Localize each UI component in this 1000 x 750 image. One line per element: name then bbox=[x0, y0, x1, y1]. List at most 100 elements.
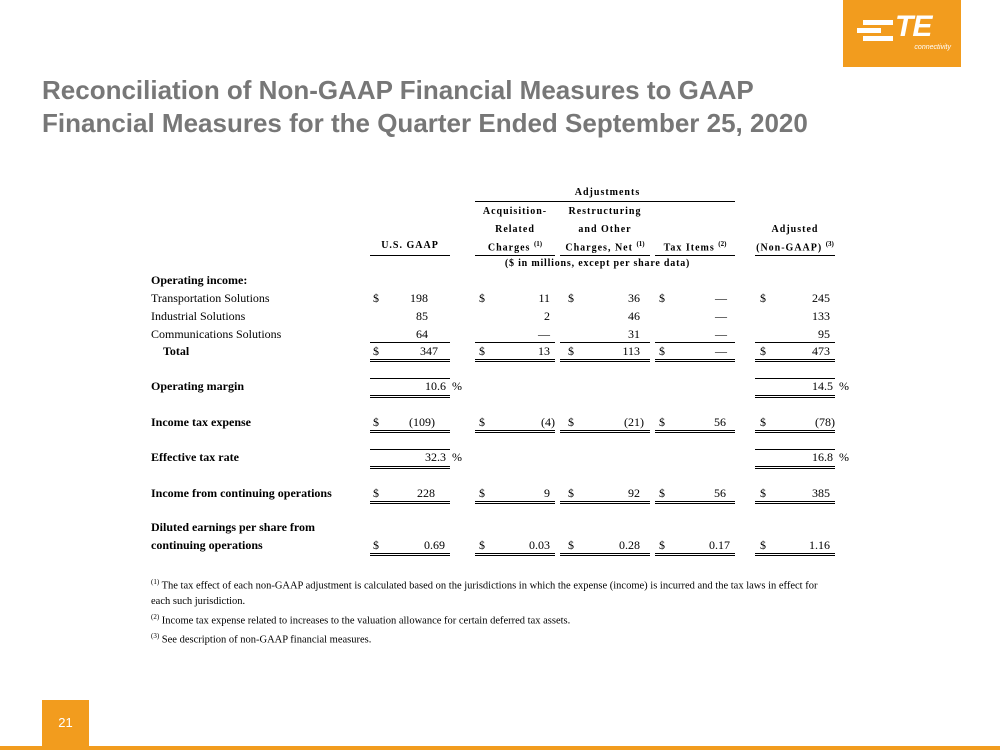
cell-adjusted: 245 bbox=[812, 291, 830, 305]
dollar-sign: $ bbox=[373, 538, 379, 552]
top-line bbox=[755, 449, 835, 450]
cell-tax: — bbox=[715, 291, 727, 305]
page-title-line-2: Financial Measures for the Quarter Ended… bbox=[42, 108, 808, 138]
label-operating-income: Operating income: bbox=[151, 273, 248, 287]
dollar-sign: $ bbox=[760, 344, 766, 358]
cell-res: 36 bbox=[628, 291, 640, 305]
col-res-underline bbox=[560, 255, 650, 256]
double-line bbox=[755, 430, 835, 433]
cell-acq: — bbox=[538, 327, 550, 341]
cell-res: 0.28 bbox=[619, 538, 640, 552]
double-line bbox=[560, 501, 650, 504]
top-line bbox=[370, 449, 450, 450]
row-label: continuing operations bbox=[151, 538, 263, 552]
dollar-sign: $ bbox=[373, 415, 379, 429]
row-label: Income tax expense bbox=[151, 415, 251, 429]
double-line bbox=[370, 430, 450, 433]
double-line bbox=[560, 430, 650, 433]
page-title-line-1: Reconciliation of Non-GAAP Financial Mea… bbox=[42, 75, 754, 105]
dollar-sign: $ bbox=[479, 291, 485, 305]
cell-tax: — bbox=[715, 344, 727, 358]
cell-adjusted: (78) bbox=[815, 415, 835, 429]
cell-tax: 56 bbox=[714, 415, 726, 429]
total-double-line bbox=[655, 359, 735, 362]
logo-subtext: connectivity bbox=[914, 44, 951, 51]
percent-sign: % bbox=[452, 379, 462, 393]
te-connectivity-logo: TE connectivity bbox=[843, 0, 961, 67]
cell-acq: 11 bbox=[538, 291, 550, 305]
top-line bbox=[370, 378, 450, 379]
cell-res: (21) bbox=[624, 415, 644, 429]
footnote-3: (3) See description of non-GAAP financia… bbox=[151, 632, 372, 646]
header-adjusted-line1: Adjusted bbox=[771, 224, 819, 235]
double-line bbox=[475, 430, 555, 433]
dollar-sign: $ bbox=[568, 291, 574, 305]
dollar-sign: $ bbox=[659, 415, 665, 429]
double-line bbox=[655, 501, 735, 504]
subtotal-line bbox=[655, 342, 735, 343]
double-line bbox=[370, 395, 450, 398]
header-res-line2: and Other bbox=[578, 224, 632, 235]
row-label: Operating margin bbox=[151, 379, 244, 393]
cell-gaap: 347 bbox=[420, 344, 438, 358]
dollar-sign: $ bbox=[568, 344, 574, 358]
header-adjusted-line2: (Non-GAAP) (3) bbox=[756, 240, 834, 254]
double-line bbox=[755, 395, 835, 398]
total-double-line bbox=[755, 359, 835, 362]
adjustments-underline bbox=[475, 201, 735, 202]
header-res-line1: Restructuring bbox=[568, 206, 642, 217]
percent-sign: % bbox=[839, 379, 849, 393]
cell-res: 31 bbox=[628, 327, 640, 341]
cell-res: 46 bbox=[628, 309, 640, 323]
dollar-sign: $ bbox=[568, 538, 574, 552]
footnote-1: (1) The tax effect of each non-GAAP adju… bbox=[151, 578, 818, 607]
subtotal-line bbox=[370, 342, 450, 343]
header-acq-line1: Acquisition- bbox=[482, 206, 548, 217]
col-gaap-underline bbox=[370, 255, 450, 256]
dollar-sign: $ bbox=[760, 415, 766, 429]
cell-res: 113 bbox=[622, 344, 640, 358]
cell-acq: 9 bbox=[544, 486, 550, 500]
row-label: Communications Solutions bbox=[151, 327, 282, 341]
logo-text: TE bbox=[895, 10, 932, 43]
col-tax-underline bbox=[655, 255, 735, 256]
dollar-sign: $ bbox=[373, 486, 379, 500]
cell-tax: 56 bbox=[714, 486, 726, 500]
cell-adjusted: 385 bbox=[812, 486, 830, 500]
dollar-sign: $ bbox=[479, 538, 485, 552]
cell-gaap: 228 bbox=[417, 486, 435, 500]
cell-gaap: 85 bbox=[416, 309, 428, 323]
cell-tax: 0.17 bbox=[709, 538, 730, 552]
double-line bbox=[370, 466, 450, 469]
dollar-sign: $ bbox=[568, 486, 574, 500]
cell-adjusted: 16.8 bbox=[812, 450, 833, 464]
dollar-sign: $ bbox=[659, 486, 665, 500]
cell-tax: — bbox=[715, 309, 727, 323]
row-label: Income from continuing operations bbox=[151, 486, 332, 500]
double-line bbox=[475, 553, 555, 556]
dollar-sign: $ bbox=[659, 538, 665, 552]
cell-acq: 2 bbox=[544, 309, 550, 323]
double-line bbox=[755, 553, 835, 556]
cell-acq: 13 bbox=[538, 344, 550, 358]
subtotal-line bbox=[475, 342, 555, 343]
header-acq-line2: Related bbox=[495, 224, 535, 235]
col-adj-underline bbox=[755, 255, 835, 256]
cell-res: 92 bbox=[628, 486, 640, 500]
cell-gaap: 10.6 bbox=[425, 379, 446, 393]
footnote-2: (2) Income tax expense related to increa… bbox=[151, 613, 571, 627]
header-units: ($ in millions, except per share data) bbox=[504, 258, 691, 269]
cell-adjusted: 133 bbox=[812, 309, 830, 323]
bottom-accent-bar bbox=[0, 746, 1000, 750]
cell-gaap: 198 bbox=[410, 291, 428, 305]
cell-tax: — bbox=[715, 327, 727, 341]
subtotal-line bbox=[755, 342, 835, 343]
cell-gaap: 64 bbox=[416, 327, 428, 341]
percent-sign: % bbox=[452, 450, 462, 464]
dollar-sign: $ bbox=[373, 291, 379, 305]
percent-sign: % bbox=[839, 450, 849, 464]
total-double-line bbox=[560, 359, 650, 362]
cell-acq: 0.03 bbox=[529, 538, 550, 552]
header-res-line3: Charges, Net (1) bbox=[565, 240, 645, 254]
double-line bbox=[475, 501, 555, 504]
